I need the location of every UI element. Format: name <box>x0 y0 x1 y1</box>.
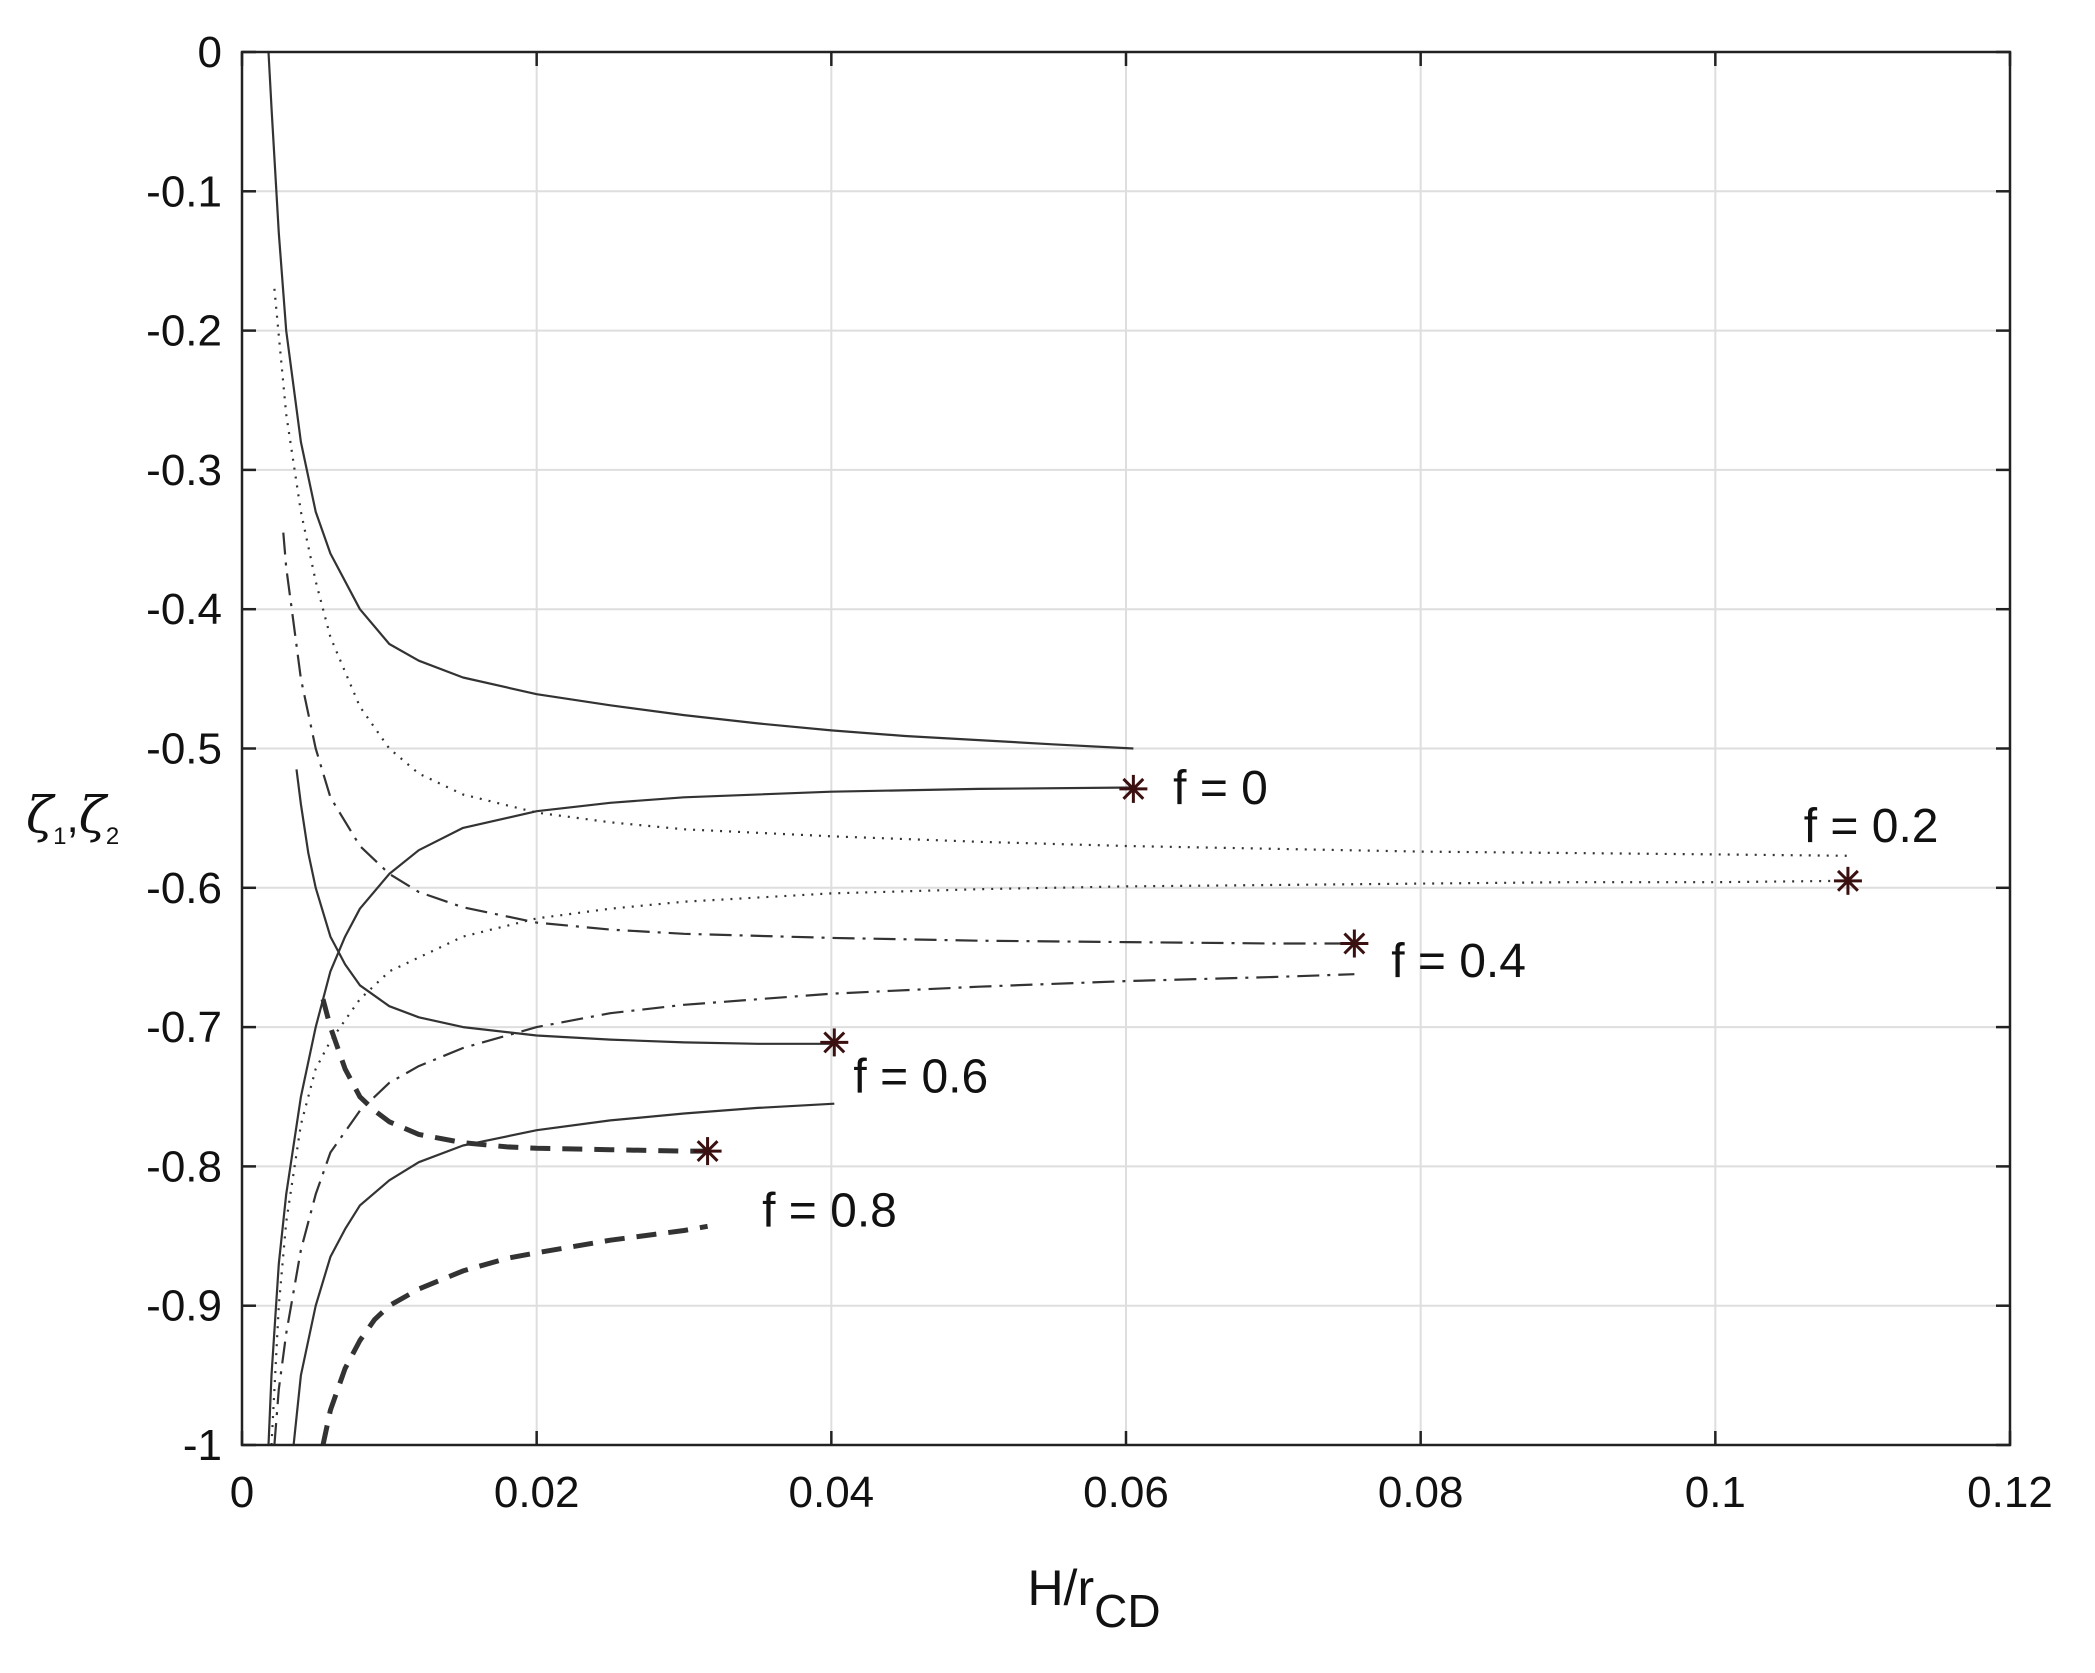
x-axis-title: H/rCD <box>1027 1560 1160 1637</box>
asterisk-stroke <box>1122 777 1145 800</box>
x-axis-title-main: H/r <box>1027 1560 1094 1616</box>
asterisk-stroke <box>823 1031 846 1054</box>
annotation-label-0: f = 0 <box>1173 762 1268 815</box>
series-line-9 <box>320 1223 709 1446</box>
y-axis-title: ζ1,ζ2 <box>26 786 119 850</box>
y-tick-label: 0 <box>198 28 222 77</box>
y-tick-label: -0.3 <box>146 446 222 495</box>
series-line-7 <box>292 1102 835 1446</box>
y-tick-label: -0.7 <box>146 1003 222 1052</box>
asterisk-marker-3 <box>820 1028 849 1057</box>
annotations: f = 0 f = 0.2 f = 0.4 f = 0.6 f = 0.8 <box>762 762 1938 1237</box>
series-line-6 <box>295 769 835 1045</box>
x-tick-label: 0.08 <box>1378 1468 1464 1517</box>
series-line-8 <box>320 998 708 1154</box>
y-tick-label: -1 <box>183 1421 222 1470</box>
y-tick-label: -0.4 <box>146 585 222 634</box>
y-axis-zeta: ζ <box>79 786 109 844</box>
series-lines <box>267 51 1848 1446</box>
y-tick-label: -0.8 <box>146 1142 222 1191</box>
x-axis-title-subscript: CD <box>1094 1585 1160 1637</box>
y-axis-zeta: ζ <box>26 786 56 844</box>
asterisk-stroke <box>1343 932 1366 955</box>
y-axis-comma: , <box>66 793 78 842</box>
annotation-label-2: f = 0.4 <box>1391 935 1526 988</box>
asterisk-stroke <box>696 1140 719 1163</box>
y-axis-sub-2: 2 <box>106 823 119 850</box>
asterisk-stroke <box>1836 869 1859 892</box>
series-line-5 <box>273 973 1355 1446</box>
x-tick-label: 0.12 <box>1967 1468 2053 1517</box>
y-tick-label: -0.2 <box>146 307 222 356</box>
y-tick-label: -0.6 <box>146 864 222 913</box>
x-tick-label: 0.06 <box>1083 1468 1169 1517</box>
y-axis-sub-1: 1 <box>53 823 66 850</box>
series-line-3 <box>270 879 1848 1446</box>
series-line-1 <box>267 786 1134 1446</box>
asterisk-marker-4 <box>693 1137 722 1166</box>
y-tick-label: -0.1 <box>146 167 222 216</box>
x-tick-label: 0.04 <box>789 1468 875 1517</box>
series-line-0 <box>267 51 1134 750</box>
annotation-label-3: f = 0.6 <box>853 1051 988 1104</box>
y-tick-label: -0.9 <box>146 1282 222 1331</box>
x-tick-label: 0.02 <box>494 1468 580 1517</box>
x-tick-label: 0.1 <box>1685 1468 1746 1517</box>
x-tick-label: 0 <box>230 1468 254 1517</box>
ticks: 0 0.02 0.04 0.06 0.08 0.1 0.12 0 -0.1 -0.2 -0.3 -0.… <box>146 28 2053 1517</box>
asterisk-marker-0 <box>1119 774 1148 803</box>
series-line-4 <box>282 532 1355 945</box>
y-tick-label: -0.5 <box>146 725 222 774</box>
markers <box>693 774 1862 1166</box>
annotation-label-1: f = 0.2 <box>1804 800 1939 853</box>
asterisk-marker-1 <box>1833 866 1862 895</box>
annotation-label-4: f = 0.8 <box>762 1184 897 1237</box>
asterisk-marker-2 <box>1340 929 1369 958</box>
series-line-2 <box>273 288 1848 857</box>
